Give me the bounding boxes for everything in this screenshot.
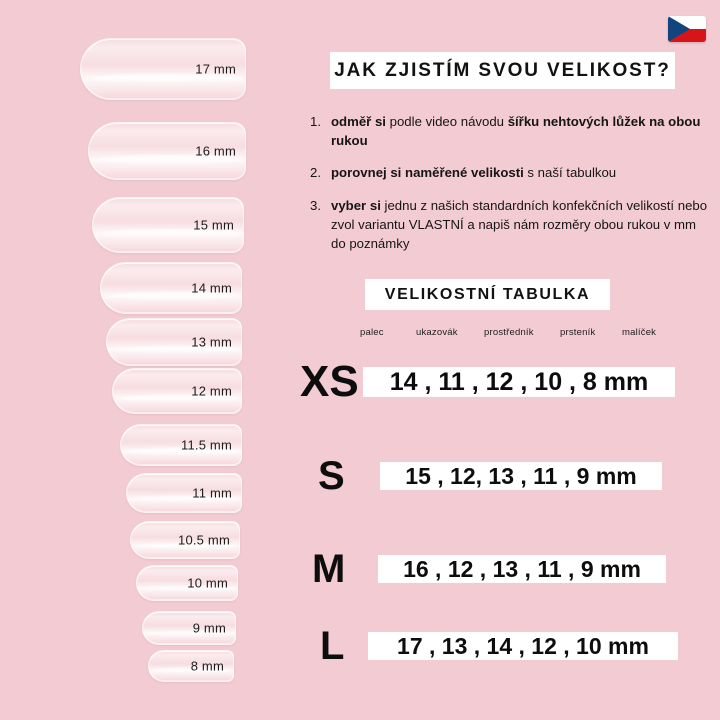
nail-tip-item: 14 mm — [100, 262, 242, 314]
nail-tip-label: 14 mm — [191, 280, 232, 296]
finger-header-4: malíček — [622, 327, 657, 338]
size-table-row: L 17 , 13 , 14 , 12 , 10 mm — [300, 622, 720, 670]
step-text-plain: jednu z našich standardních konfekčních … — [331, 198, 708, 251]
step-text-emphasis: šířku nehtových lůžek na obou rukou — [331, 114, 701, 148]
size-table-row: M 16 , 12 , 13 , 11 , 9 mm — [300, 545, 720, 593]
finger-header-0: palec — [360, 327, 384, 338]
nail-tip-shape — [148, 650, 234, 682]
nail-tip-shape — [136, 565, 238, 601]
nail-tip-item: 10 mm — [136, 565, 238, 601]
nail-tip-label: 11 mm — [192, 485, 232, 501]
nail-tip-item: 9 mm — [142, 611, 236, 645]
nail-tip-item: 11 mm — [126, 473, 242, 513]
step-text: vyber si jednu z našich standardních kon… — [331, 197, 710, 253]
instruction-step: 2. porovnej si naměřené velikosti s naší … — [310, 164, 710, 183]
step-number: 2. — [310, 165, 321, 181]
size-values: 14 , 11 , 12 , 10 , 8 mm — [363, 367, 675, 397]
nail-tip-label: 15 mm — [193, 217, 234, 233]
step-text-emphasis: vyber si — [331, 198, 381, 214]
finger-column-headers: palec ukazovák prostředník prsteník malíček — [360, 327, 680, 338]
size-values: 15 , 12, 13 , 11 , 9 mm — [380, 462, 662, 490]
nail-tip-shape — [112, 368, 242, 414]
step-text: porovnej si naměřené velikosti s naší ta… — [331, 164, 710, 183]
instruction-step: 3. vyber si jednu z našich standardních k… — [310, 197, 710, 253]
nail-tip-label: 9 mm — [192, 620, 226, 636]
page-title: JAK ZJISTÍM SVOU VELIKOST? — [330, 52, 675, 89]
nail-tip-shape — [88, 122, 246, 180]
size-label: M — [312, 547, 346, 591]
instruction-step: 1. odměř si podle video návodu šířku neht… — [310, 113, 710, 150]
nail-tip-item: 13 mm — [106, 318, 242, 366]
nail-tip-shape — [106, 318, 242, 366]
size-table-title: VELIKOSTNÍ TABULKA — [365, 279, 610, 310]
info-panel: JAK ZJISTÍM SVOU VELIKOST? 1. odměř si po… — [300, 0, 720, 720]
nail-tip-shape — [120, 424, 242, 466]
nail-tip-label: 10.5 mm — [178, 532, 230, 548]
nail-tip-label: 10 mm — [187, 575, 228, 591]
flag-blue-triangle — [668, 16, 690, 42]
nail-tip-item: 8 mm — [148, 650, 234, 682]
size-table-row: XS 14 , 11 , 12 , 10 , 8 mm — [300, 358, 720, 406]
step-text-emphasis: porovnej si naměřené velikosti — [331, 165, 524, 181]
step-number: 3. — [310, 198, 321, 214]
nail-tip-item: 15 mm — [92, 197, 244, 253]
nail-tip-item: 17 mm — [80, 38, 246, 100]
size-values: 17 , 13 , 14 , 12 , 10 mm — [368, 632, 678, 660]
nail-tip-label: 12 mm — [191, 383, 232, 399]
instruction-list: 1. odměř si podle video návodu šířku neht… — [310, 113, 710, 267]
nail-tip-shape — [80, 38, 246, 100]
size-label: S — [318, 454, 345, 498]
nail-tip-label: 13 mm — [191, 334, 232, 350]
nail-tip-item: 11.5 mm — [120, 424, 242, 466]
step-text: odměř si podle video návodu šířku nehtov… — [331, 113, 710, 150]
nail-tip-label: 17 mm — [195, 61, 236, 77]
nail-tip-label: 11.5 mm — [180, 437, 232, 453]
nail-tip-shape — [100, 262, 242, 314]
step-text-plain: s naší tabulkou — [523, 165, 617, 181]
step-number: 1. — [310, 114, 321, 129]
nail-tip-label: 8 mm — [190, 658, 224, 674]
step-text-plain: podle video návodu — [385, 114, 508, 129]
nail-tip-shape — [126, 473, 242, 513]
nail-tip-chart: 17 mm 16 mm 15 mm 14 mm 13 mm 12 mm 11.5 mm 11 … — [0, 0, 300, 720]
finger-header-1: ukazovák — [416, 327, 458, 338]
size-label: XS — [300, 357, 359, 406]
czech-flag-icon — [668, 16, 706, 42]
nail-tip-label: 16 mm — [195, 143, 236, 159]
nail-tip-shape — [92, 197, 244, 253]
nail-tip-item: 16 mm — [88, 122, 246, 180]
finger-header-2: prostředník — [484, 327, 534, 338]
nail-tip-item: 10.5 mm — [130, 521, 240, 559]
finger-header-3: prsteník — [560, 327, 596, 338]
size-label: L — [320, 624, 345, 668]
nail-tip-shape — [130, 521, 240, 559]
step-text-emphasis: odměř si — [331, 114, 386, 129]
size-table-row: S 15 , 12, 13 , 11 , 9 mm — [300, 452, 720, 500]
size-values: 16 , 12 , 13 , 11 , 9 mm — [378, 555, 666, 583]
nail-tip-shape — [142, 611, 236, 645]
nail-tip-item: 12 mm — [112, 368, 242, 414]
